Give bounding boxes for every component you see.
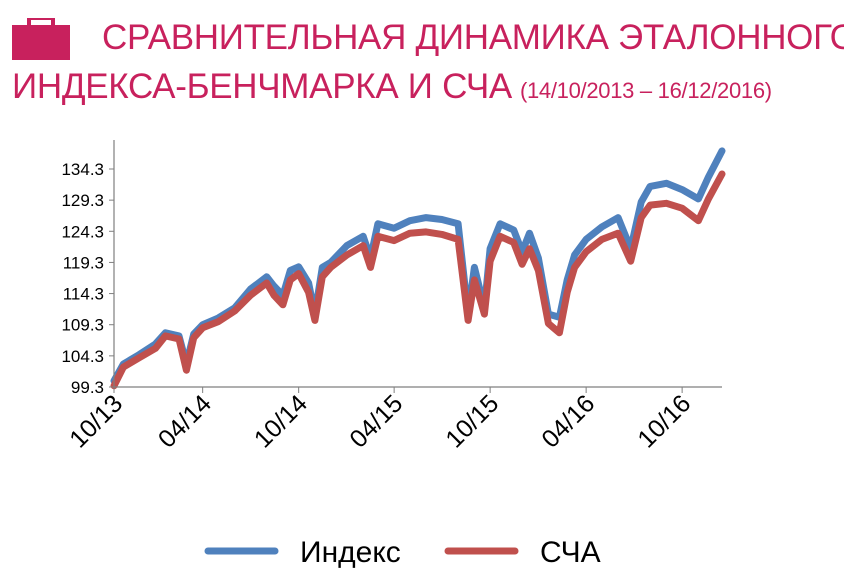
- x-tick-label: 04/15: [344, 389, 408, 453]
- chart-legend: Индекс СЧА: [204, 536, 601, 569]
- y-tick-label: 109.3: [61, 316, 104, 335]
- x-tick-label: 10/16: [632, 389, 696, 453]
- y-tick-label: 124.3: [61, 222, 104, 241]
- legend-label-0: Индекс: [300, 536, 401, 569]
- chart-title-line2-text: ИНДЕКСА-БЕНЧМАРКА И СЧА: [12, 67, 512, 106]
- y-tick-label: 104.3: [61, 347, 104, 366]
- chart-title-line1: СРАВНИТЕЛЬНАЯ ДИНАМИКА ЭТАЛОННОГО: [102, 18, 844, 57]
- legend-label-1: СЧА: [540, 536, 601, 569]
- chart-title-line2: ИНДЕКСА-БЕНЧМАРКА И СЧА (14/10/2013 – 16/…: [12, 67, 772, 107]
- y-tick-label: 99.3: [71, 378, 104, 397]
- x-tick-label: 10/14: [249, 389, 313, 453]
- chart-axes: 99.3 104.3 109.3 114.3 119.3 124.3 129.3 134.3 1…: [61, 140, 722, 453]
- chart-period: (14/10/2013 – 16/12/2016): [519, 78, 772, 103]
- series-line-0: [110, 147, 726, 385]
- briefcase-icon: [12, 18, 70, 60]
- plot-area: [110, 147, 726, 390]
- y-tick-label: 134.3: [61, 160, 104, 179]
- y-tick-label: 114.3: [63, 285, 104, 304]
- x-tick-label: 10/13: [64, 389, 128, 453]
- x-tick-label: 10/15: [440, 389, 504, 453]
- series-line-1: [110, 170, 726, 390]
- x-tick-label: 04/16: [536, 389, 600, 453]
- y-tick-label: 119.3: [63, 253, 104, 272]
- y-tick-label: 129.3: [61, 191, 104, 210]
- x-tick-label: 04/14: [153, 389, 217, 453]
